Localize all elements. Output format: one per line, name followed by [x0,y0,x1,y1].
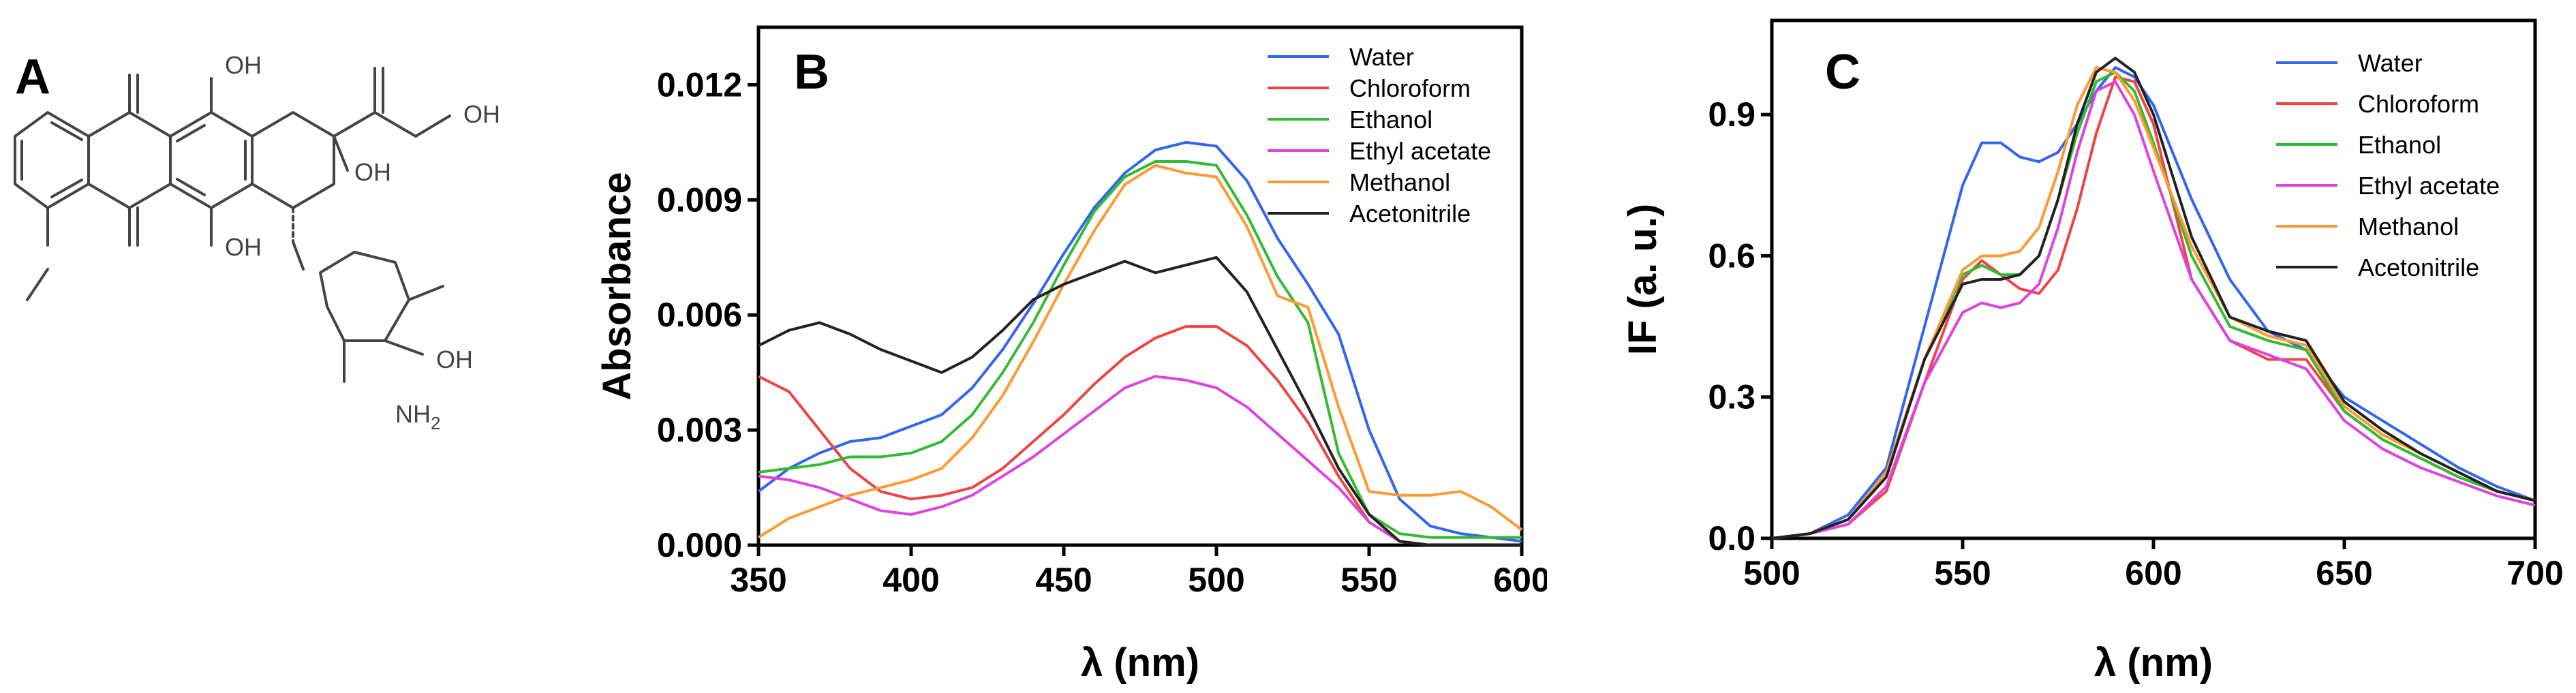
y-tick-label: 0.009 [657,181,742,219]
x-tick-label: 650 [2316,554,2372,592]
label-oh-top: OH [225,51,262,79]
panel-label-b: B [794,45,829,99]
legend-label: Chloroform [1349,74,1471,102]
x-tick-label: 350 [730,561,786,599]
y-tick-label: 0.6 [1708,236,1755,275]
y-tick-label: 0.9 [1708,95,1755,134]
x-axis-title: λ (nm) [2094,641,2213,685]
legend-label: Water [2358,49,2423,77]
ring-a [14,111,90,209]
label-oh-side: OH [463,100,500,128]
y-tick-label: 0.000 [657,526,742,564]
label-nh2: NH2 [395,400,440,433]
y-tick-label: 0.0 [1708,519,1755,557]
series-line-ethyl-acetate [758,375,1522,546]
legend-label: Methanol [1349,168,1450,196]
x-tick-label: 400 [883,561,939,599]
legend-label: Ethyl acetate [2358,172,2500,200]
series-line-water [1771,66,2536,540]
x-tick-label: 500 [1743,554,1800,592]
doxorubicin-structure: OH OH OH OH OH NH2 [14,51,500,433]
x-tick-label: 550 [1934,554,1991,592]
legend-label: Ethanol [2358,131,2441,159]
x-tick-label: 600 [1493,561,1547,599]
fluorescence-chart: 500 550 600 650 700 0.0 0.3 0.6 0.9 λ (nm) IF (a. … [1621,18,2564,685]
legend-label: Chloroform [2358,90,2479,118]
legend-label: Water [1349,43,1414,71]
series-line-water [757,140,1522,543]
series-line-acetonitrile [1771,57,2536,540]
y-tick-label: 0.3 [1708,378,1755,416]
x-tick-label: 600 [2125,554,2181,592]
series-line-methanol [757,164,1523,539]
legend-label: Acetonitrile [2358,253,2479,281]
x-tick-label: 550 [1340,561,1397,599]
y-tick-label: 0.003 [657,411,742,449]
legend-label: Acetonitrile [1349,200,1471,228]
ring-d [251,111,335,209]
y-tick-label: 0.012 [657,65,742,104]
y-axis-title: IF (a. u.) [1621,204,1665,355]
series-line-ethanol [758,160,1522,539]
y-axis-title: Absorbance [595,172,639,400]
x-tick-label: 450 [1035,561,1092,599]
x-tick-label: 700 [2506,554,2563,592]
legend-label: Methanol [2358,213,2459,241]
x-axis-title: λ (nm) [1081,641,1199,685]
legend-label: Ethyl acetate [1349,137,1491,165]
label-oh-ring: OH [225,233,262,261]
ring-b [87,111,172,209]
ring-c [169,111,254,209]
y-tick-label: 0.006 [657,296,742,334]
x-tick-label: 500 [1188,561,1244,599]
panel-label-c: C [1825,45,1860,99]
panel-label-a: A [15,50,50,104]
series-line-chloroform [758,325,1522,546]
plot-frame [756,25,1524,547]
series-line-ethyl-acetate [1771,80,2536,540]
label-oh-tertiary: OH [354,158,391,186]
absorbance-chart: 350 400 450 500 550 600 0.000 0.003 0.006 0.009 0.… [595,25,1547,685]
label-oh-sugar: OH [436,345,473,373]
series-line-acetonitrile [758,256,1522,546]
legend-label: Ethanol [1349,106,1432,134]
sugar-ring [319,251,410,342]
